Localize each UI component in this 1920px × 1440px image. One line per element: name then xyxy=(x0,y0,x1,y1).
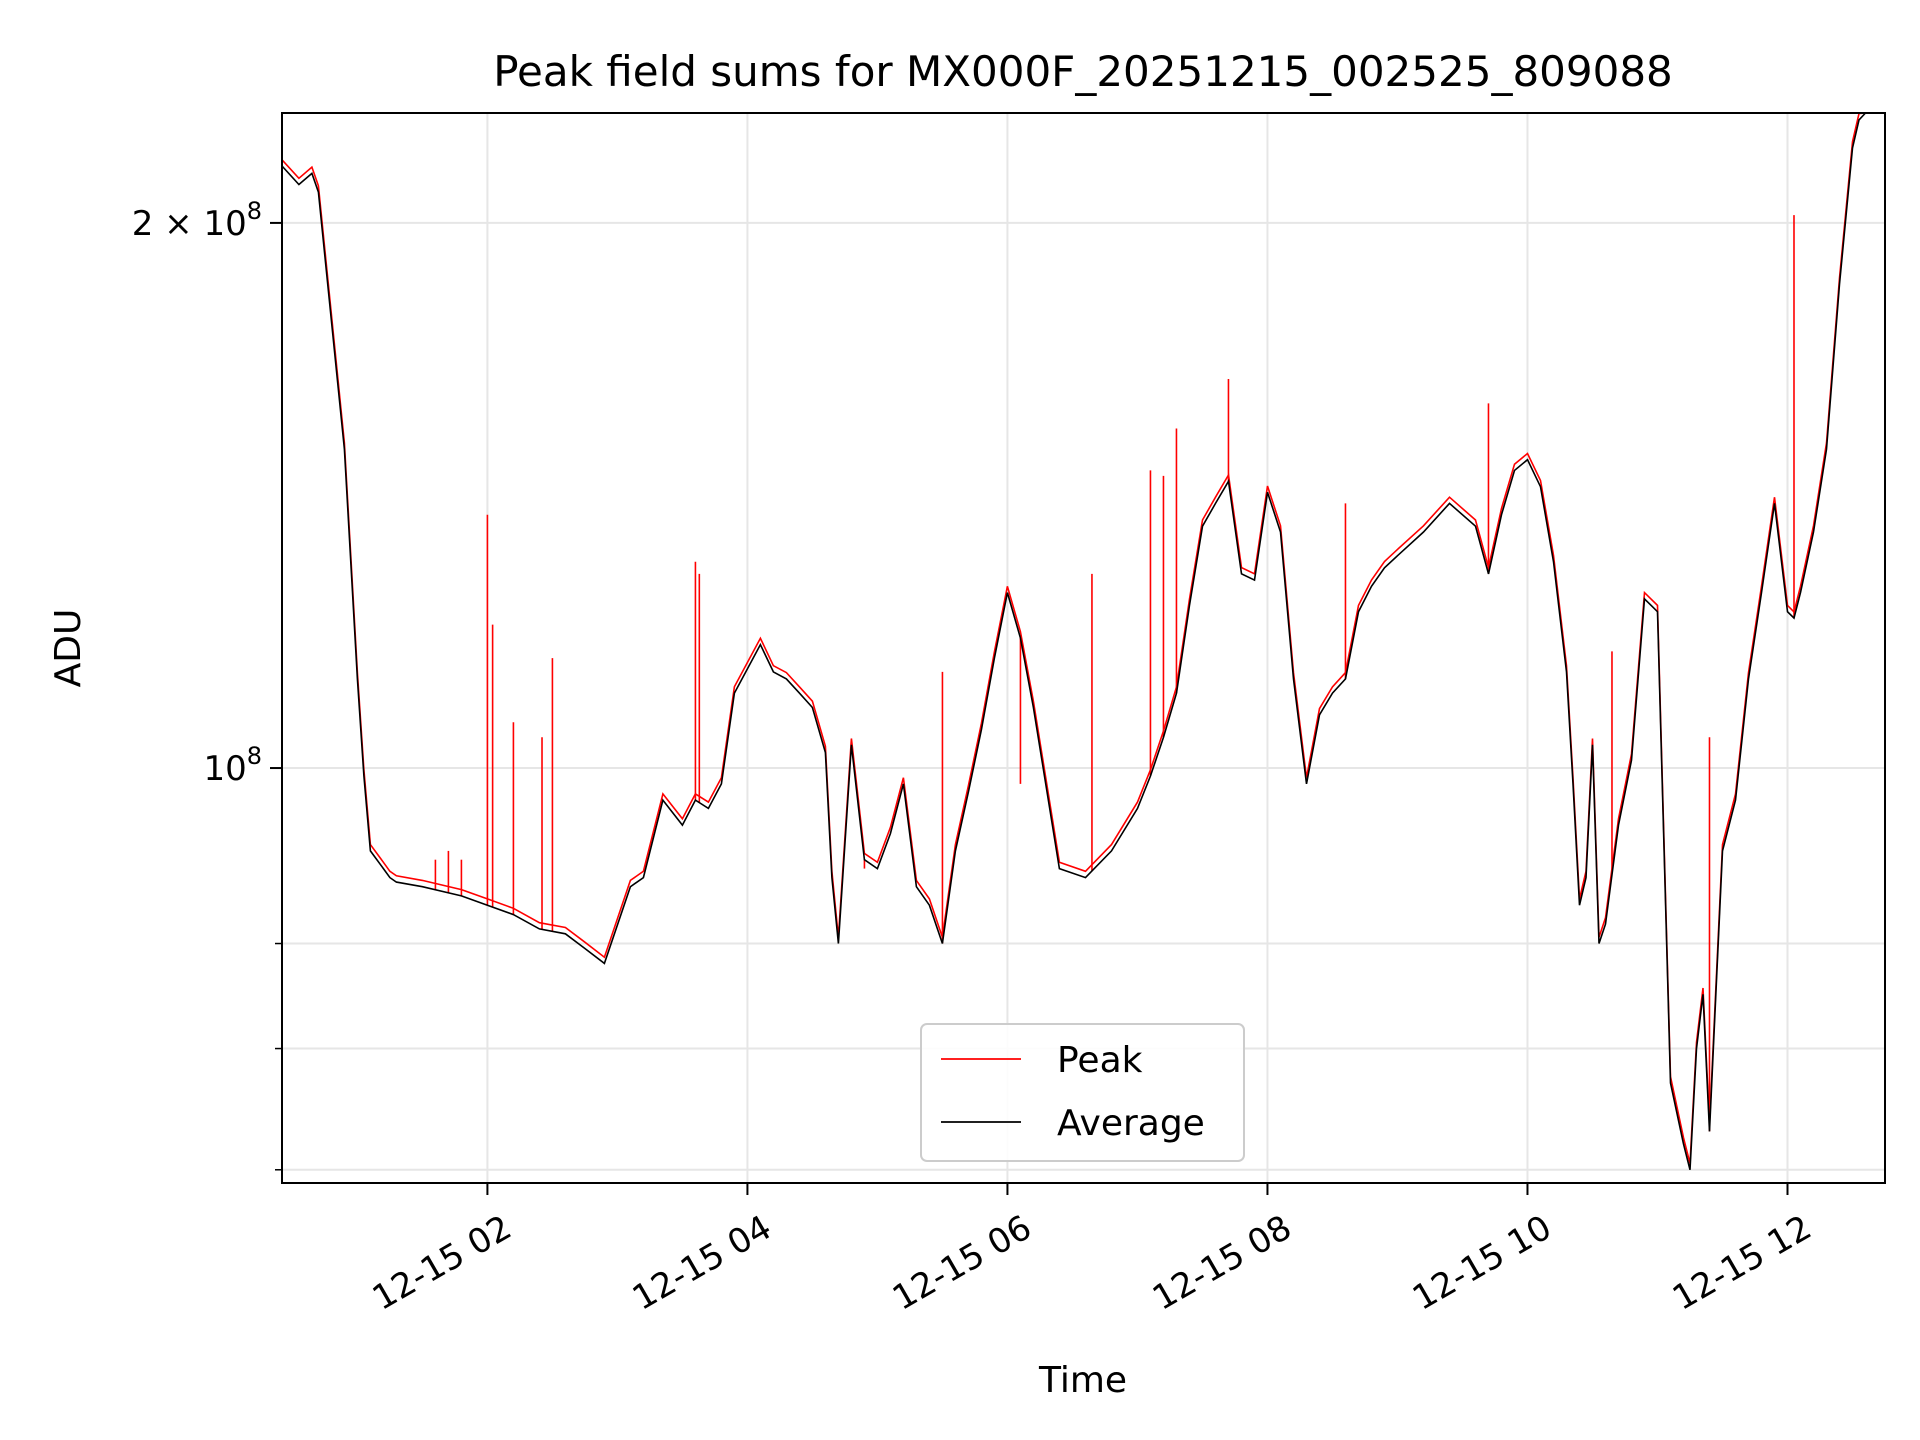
y-tick-exponent: 8 xyxy=(247,197,262,225)
grid xyxy=(282,113,1885,1183)
legend: Peak Average xyxy=(920,1023,1245,1162)
chart-title: Peak field sums for MX000F_20251215_0025… xyxy=(493,47,1673,96)
plot-lines xyxy=(281,112,1879,1170)
x-axis-label: Time xyxy=(1038,1360,1127,1401)
y-tick-label: 2 × 108 xyxy=(132,197,262,244)
y-tick-base: 10 xyxy=(203,749,246,789)
peak-series-line xyxy=(281,112,1879,1164)
y-tick-label: 108 xyxy=(203,742,262,789)
y-axis-label: ADU xyxy=(48,609,89,688)
average-series-line xyxy=(281,112,1879,1170)
legend-average-label: Average xyxy=(1057,1103,1205,1144)
y-tick-exponent: 8 xyxy=(247,742,262,770)
legend-peak-label: Peak xyxy=(1057,1040,1143,1081)
plot-frame xyxy=(281,112,1886,1184)
y-tick-base: 10 xyxy=(203,204,246,244)
y-tick-coef: 2 × xyxy=(132,204,204,244)
